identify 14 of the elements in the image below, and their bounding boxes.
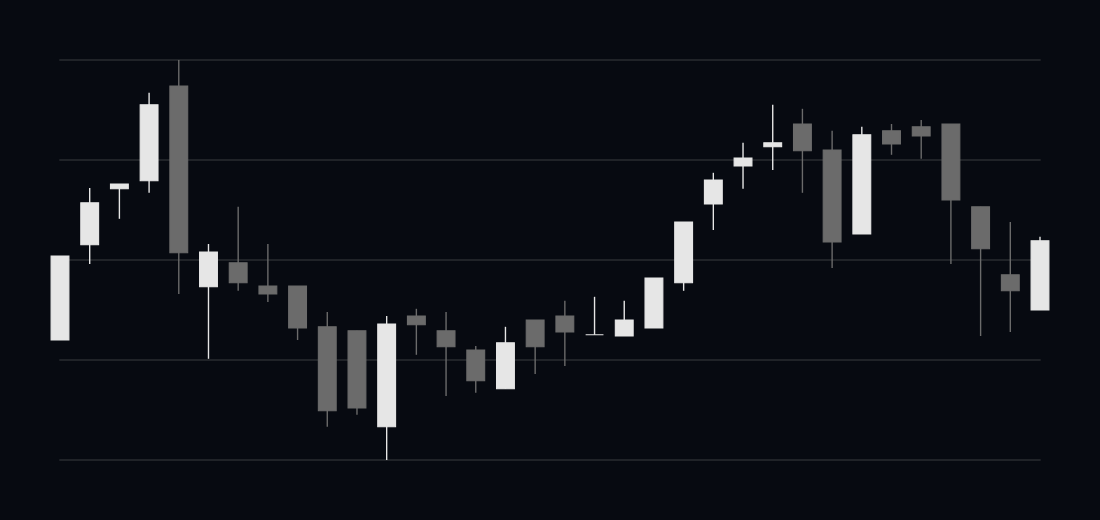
candlestick bbox=[555, 300, 575, 367]
candlestick bbox=[614, 300, 634, 337]
candlestick bbox=[763, 104, 783, 171]
candlestick bbox=[406, 308, 426, 356]
candlestick bbox=[703, 172, 723, 231]
candlestick bbox=[882, 123, 901, 156]
candlestick bbox=[109, 183, 129, 220]
candlestick bbox=[585, 296, 605, 336]
candlestick bbox=[228, 206, 248, 292]
candlestick bbox=[436, 311, 456, 397]
candlestick bbox=[1000, 221, 1020, 333]
candlestick bbox=[258, 243, 278, 303]
candlestick bbox=[733, 142, 753, 190]
candlestick bbox=[911, 119, 931, 160]
